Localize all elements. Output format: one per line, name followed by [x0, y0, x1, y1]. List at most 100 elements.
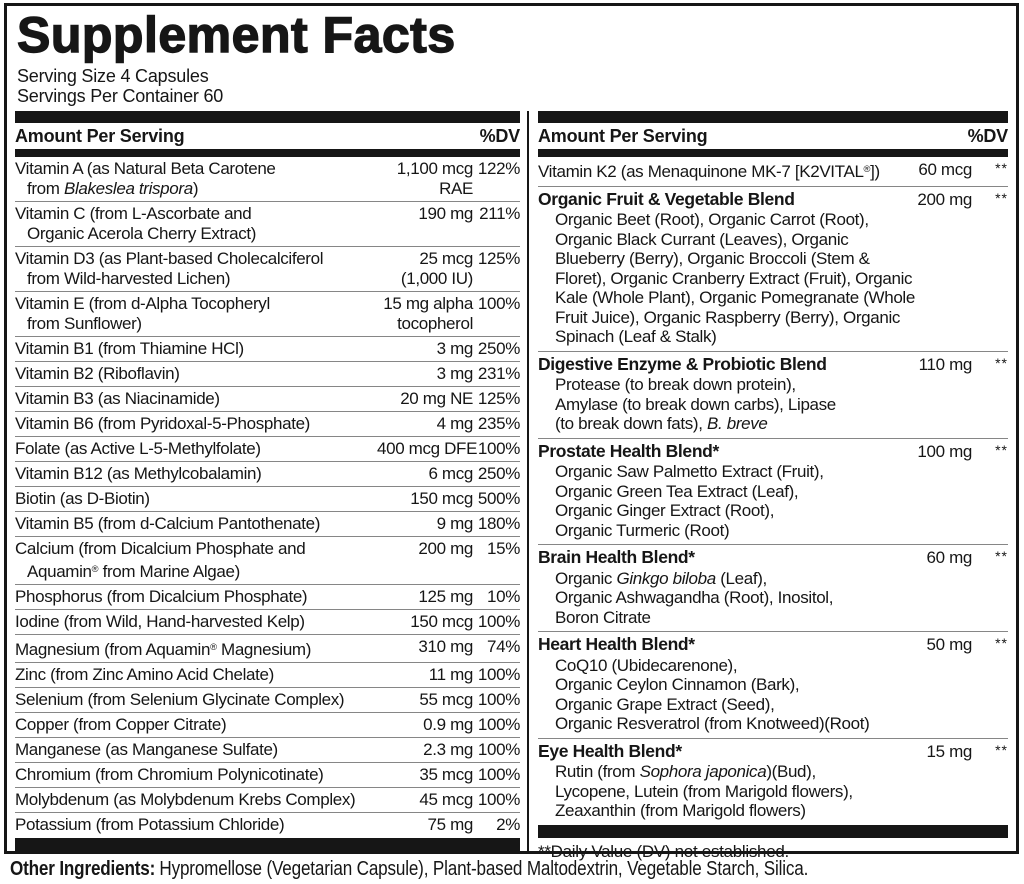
nutrient-dv: 100%	[477, 439, 520, 458]
nutrient-name: Vitamin B5 (from d-Calcium Pantothenate)	[15, 514, 321, 533]
nutrient-amount: 150 mcg	[410, 612, 473, 631]
nutrient-dv: 500%	[477, 489, 520, 508]
nutrient-amount: 125 mg	[418, 587, 473, 606]
nutrient-dv: 100%	[477, 665, 520, 684]
blend-amount: 100 mg	[917, 441, 972, 461]
nutrient-dv: 122%	[477, 159, 520, 178]
nutrient-row: Phosphorus (from Dicalcium Phosphate) 12…	[15, 585, 520, 610]
nutrient-name: Vitamin E (from d-Alpha Tocopheryl from S…	[15, 294, 270, 333]
nutrient-dv: 74%	[487, 637, 520, 656]
blend-amount: 110 mg	[918, 354, 973, 374]
nutrient-dv: 100%	[477, 612, 520, 631]
supplement-facts-panel: Supplement Facts Serving Size 4 Capsules…	[4, 3, 1019, 861]
blend-ingredients: Organic Ginkgo biloba (Leaf), Organic Ash…	[555, 568, 834, 627]
blend-amount: 15 mg	[926, 741, 973, 761]
nutrient-amount: 55 mcg	[419, 690, 473, 709]
facts-columns: Amount Per Serving %DV Vitamin A (as Nat…	[15, 111, 1009, 861]
nutrient-amount: 150 mcg	[410, 489, 473, 508]
nutrient-amount: 75 mg	[427, 815, 474, 834]
nutrient-row: Vitamin B1 (from Thiamine HCl) 3 mg 250%	[15, 337, 520, 362]
nutrient-amount: 0.9 mg	[423, 715, 473, 734]
other-ingredients-line: Other Ingredients: Hypromellose (Vegetari…	[10, 858, 808, 881]
nutrient-row: Iodine (from Wild, Hand-harvested Kelp) …	[15, 610, 520, 635]
nutrient-name: Copper (from Copper Citrate)	[15, 715, 227, 734]
nutrient-row: Vitamin B5 (from d-Calcium Pantothenate)…	[15, 512, 520, 537]
nutrient-row: Biotin (as D-Biotin) 150 mcg 500%	[15, 487, 520, 512]
nutrient-name: Vitamin B2 (Riboflavin)	[15, 364, 180, 383]
left-column-header: Amount Per Serving %DV	[15, 123, 520, 149]
nutrient-name: Potassium (from Potassium Chloride)	[15, 815, 285, 834]
nutrient-name: Vitamin D3 (as Plant-based Cholecalcifer…	[15, 249, 324, 288]
nutrient-rows: Vitamin A (as Natural Beta Carotene from …	[15, 157, 520, 837]
nutrient-dv: 100%	[477, 740, 520, 759]
blend-ingredients: Organic Saw Palmetto Extract (Fruit), Org…	[555, 462, 824, 540]
nutrient-row: Chromium (from Chromium Polynicotinate) …	[15, 763, 520, 788]
dv-header: %DV	[967, 126, 1009, 146]
nutrient-amount: 11 mg	[428, 665, 474, 684]
nutrient-name: Iodine (from Wild, Hand-harvested Kelp)	[15, 612, 305, 631]
blend-name: Digestive Enzyme & Probiotic Blend	[538, 353, 827, 374]
blend-dv: **	[995, 441, 1008, 458]
right-column: Amount Per Serving %DV Vitamin K2 (as Me…	[527, 111, 1009, 861]
nutrient-dv: 100%	[477, 790, 520, 809]
nutrient-name: Molybdenum (as Molybdenum Krebs Complex)	[15, 790, 356, 809]
nutrient-dv: 100%	[477, 690, 520, 709]
blend-row: Eye Health Blend* 15 mg ** Rutin (from S…	[538, 739, 1008, 825]
left-column: Amount Per Serving %DV Vitamin A (as Nat…	[15, 111, 527, 851]
nutrient-row: Vitamin A (as Natural Beta Carotene from …	[15, 157, 520, 202]
nutrient-name: Zinc (from Zinc Amino Acid Chelate)	[15, 665, 274, 684]
nutrient-amount: 35 mcg	[419, 765, 473, 784]
nutrient-row: Copper (from Copper Citrate) 0.9 mg 100%	[15, 713, 520, 738]
nutrient-row: Vitamin B3 (as Niacinamide) 20 mg NE 125…	[15, 387, 520, 412]
nutrient-amount: 190 mg	[418, 204, 473, 223]
nutrient-dv: 211%	[479, 204, 520, 223]
nutrient-name: Selenium (from Selenium Glycinate Comple…	[15, 690, 345, 709]
blend-row: Prostate Health Blend* 100 mg ** Organic…	[538, 439, 1008, 545]
blend-name: Organic Fruit & Vegetable Blend	[538, 188, 795, 209]
dv-header: %DV	[479, 126, 521, 146]
separator-bar-medium	[15, 149, 520, 157]
nutrient-name: Magnesium (from Aquamin® Magnesium)	[15, 640, 312, 659]
blend-name: Brain Health Blend*	[538, 547, 695, 567]
nutrient-name: Manganese (as Manganese Sulfate)	[15, 740, 278, 759]
nutrient-row: Vitamin C (from L-Ascorbate and Organic A…	[15, 202, 520, 247]
nutrient-amount: 310 mg	[418, 637, 473, 656]
nutrient-amount: 25 mcg (1,000 IU)	[400, 249, 473, 288]
nutrient-amount: 200 mg	[418, 539, 473, 558]
blend-name: Prostate Health Blend*	[538, 440, 719, 461]
blend-dv: **	[995, 189, 1008, 206]
nutrient-row: Zinc (from Zinc Amino Acid Chelate) 11 m…	[15, 663, 520, 688]
nutrient-row: Vitamin B2 (Riboflavin) 3 mg 231%	[15, 362, 520, 387]
blend-name: Heart Health Blend*	[538, 634, 695, 654]
nutrient-name: Vitamin B1 (from Thiamine HCl)	[15, 339, 244, 358]
amount-per-serving-header: Amount Per Serving	[15, 126, 185, 146]
nutrient-amount: 4 mg	[436, 414, 474, 433]
nutrient-amount: 2.3 mg	[423, 740, 473, 759]
nutrient-row: Molybdenum (as Molybdenum Krebs Complex)…	[15, 788, 520, 813]
nutrient-name: Vitamin A (as Natural Beta Carotene from …	[15, 159, 276, 198]
nutrient-row: Folate (as Active L-5-Methylfolate) 400 …	[15, 437, 520, 462]
nutrient-dv: 250%	[477, 464, 520, 483]
nutrient-row: Vitamin B6 (from Pyridoxal-5-Phosphate) …	[15, 412, 520, 437]
nutrient-row: Vitamin D3 (as Plant-based Cholecalcifer…	[15, 247, 520, 292]
nutrient-amount: 3 mg	[436, 364, 474, 383]
other-ingredients-text: Hypromellose (Vegetarian Capsule), Plant…	[159, 858, 809, 880]
blend-dv: **	[995, 160, 1008, 176]
blend-ingredients: Rutin (from Sophora japonica)(Bud), Lycop…	[555, 762, 853, 820]
blend-row: Heart Health Blend* 50 mg ** CoQ10 (Ubid…	[538, 632, 1008, 739]
nutrient-name: Biotin (as D-Biotin)	[15, 489, 150, 508]
blend-row: Digestive Enzyme & Probiotic Blend 110 m…	[538, 352, 1008, 439]
separator-bar-medium	[538, 149, 1008, 157]
nutrient-dv: 10%	[487, 587, 520, 606]
separator-bar-bottom	[538, 824, 1008, 838]
nutrient-name: Phosphorus (from Dicalcium Phosphate)	[15, 587, 308, 606]
blend-dv: **	[995, 548, 1008, 564]
nutrient-row: Magnesium (from Aquamin® Magnesium) 310 …	[15, 635, 520, 663]
nutrient-dv: 125%	[477, 249, 520, 268]
nutrient-name: Folate (as Active L-5-Methylfolate)	[15, 439, 261, 458]
nutrient-dv: 250%	[477, 339, 520, 358]
nutrient-dv: 2%	[496, 815, 520, 834]
blend-name: Vitamin K2 (as Menaquinone MK-7 [K2VITAL…	[538, 162, 880, 181]
nutrient-dv: 125%	[477, 389, 520, 408]
nutrient-amount: 9 mg	[436, 514, 474, 533]
